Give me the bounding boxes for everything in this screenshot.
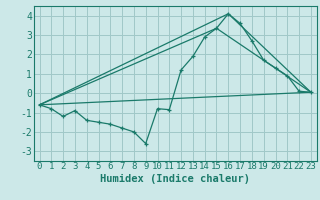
X-axis label: Humidex (Indice chaleur): Humidex (Indice chaleur) xyxy=(100,174,250,184)
